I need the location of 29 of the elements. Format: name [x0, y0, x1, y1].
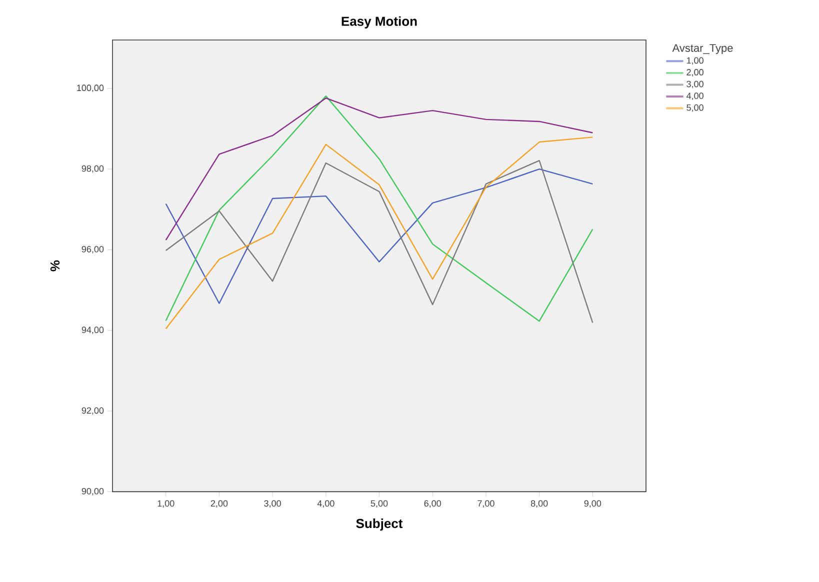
- legend-label: 3,00: [686, 80, 704, 88]
- x-axis-title: Subject: [356, 518, 403, 531]
- legend-label: 1,00: [686, 57, 704, 65]
- legend-label: 5,00: [686, 104, 704, 112]
- y-tick-label: 94,00: [82, 326, 104, 334]
- legend-title: Avstar_Type: [672, 44, 733, 54]
- y-tick-label: 92,00: [82, 407, 104, 415]
- y-tick-label: 96,00: [82, 246, 104, 254]
- legend-label: 4,00: [686, 92, 704, 100]
- y-tick-label: 90,00: [82, 488, 104, 496]
- line-series: [165, 95, 594, 322]
- x-tick-label: 1,00: [158, 500, 174, 508]
- y-tick-label: 100,00: [77, 84, 104, 92]
- x-tick-label: 4,00: [317, 500, 334, 508]
- line-series: [165, 168, 594, 304]
- y-axis-title: %: [50, 260, 60, 272]
- line-series: [165, 136, 594, 330]
- y-tick-label: 98,00: [82, 165, 104, 173]
- x-tick-label: 7,00: [478, 500, 494, 508]
- line-series: [165, 97, 594, 241]
- x-tick-label: 2,00: [210, 500, 228, 508]
- x-tick-label: 6,00: [424, 500, 442, 508]
- legend-label: 2,00: [686, 69, 704, 76]
- x-tick-label: 9,00: [584, 500, 602, 508]
- line-series: [165, 160, 594, 324]
- x-tick-label: 3,00: [264, 500, 281, 508]
- chart-title: Easy Motion: [342, 16, 417, 28]
- x-tick-label: 8,00: [530, 500, 548, 508]
- x-tick-label: 5,00: [370, 500, 388, 508]
